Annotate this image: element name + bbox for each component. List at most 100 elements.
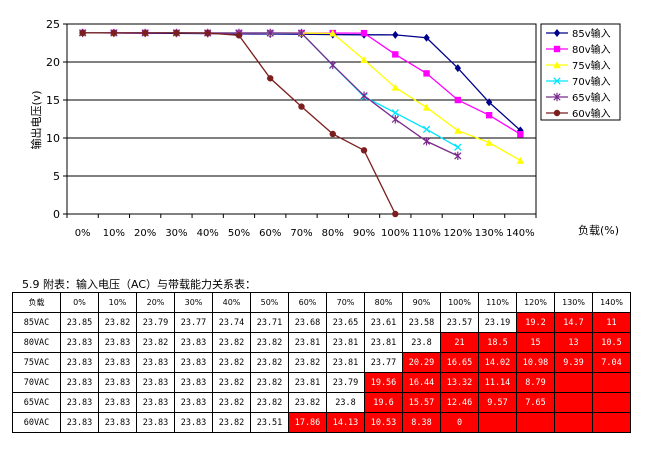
data-point — [173, 29, 180, 37]
x-tick-label: 20% — [134, 228, 156, 239]
legend-marker — [553, 45, 561, 53]
data-point — [360, 56, 368, 63]
table-row: 65VAC 23.83 23.83 23.83 23.83 23.82 23.82 23.82… — [12, 392, 631, 413]
table-cell: 11.14 — [478, 372, 517, 393]
table-cell: 23.65 — [326, 312, 365, 333]
table-cell: 23.83 — [136, 412, 175, 433]
data-point — [329, 29, 337, 37]
table-row: 75VAC 23.83 23.83 23.83 23.83 23.82 23.82 23.82… — [12, 352, 631, 373]
table-cell: 23.83 — [98, 352, 137, 373]
legend-label: 60v输入 — [572, 107, 611, 120]
header-cell: 30% — [174, 292, 213, 313]
table-cell: 23.83 — [60, 412, 99, 433]
table-cell: 15.57 — [402, 392, 441, 413]
series-6 — [79, 29, 399, 218]
table-cell: 23.82 — [212, 392, 251, 413]
table-cell: 23.57 — [440, 312, 479, 333]
table-cell: 14.13 — [326, 412, 365, 433]
table-cell: 23.82 — [98, 312, 137, 333]
table-cell: 23.83 — [174, 372, 213, 393]
table-cell: 23.83 — [98, 412, 137, 433]
table-cell: 23.81 — [326, 352, 365, 373]
header-cell: 20% — [136, 292, 175, 313]
table-row: 60VAC 23.83 23.83 23.83 23.83 23.82 23.51 17.86… — [12, 412, 631, 433]
data-point — [110, 29, 118, 37]
legend-marker — [553, 29, 561, 37]
table-cell: 23.81 — [288, 372, 327, 393]
table-cell: 23.77 — [174, 312, 213, 333]
legend-item: 85v输入 — [546, 27, 611, 40]
table-cell — [554, 412, 593, 433]
table-cell — [592, 412, 631, 433]
data-point — [266, 28, 274, 38]
table-cell: 11 — [592, 312, 631, 333]
table-cell: 23.82 — [212, 332, 251, 353]
data-point — [298, 103, 305, 110]
table-cell: 18.5 — [478, 332, 517, 353]
table-cell: 19.56 — [364, 372, 403, 393]
table-cell: 23.83 — [98, 372, 137, 393]
data-point — [423, 33, 430, 42]
row-label-cell: 75VAC — [12, 352, 61, 373]
table-cell: 23.82 — [288, 352, 327, 373]
header-cell: 40% — [212, 292, 251, 313]
data-point — [391, 83, 399, 91]
table-cell: 23.79 — [326, 372, 365, 393]
x-tick-label: 130% — [475, 228, 504, 239]
data-point — [423, 70, 430, 77]
table-cell: 16.65 — [440, 352, 479, 373]
header-cell: 60% — [288, 292, 327, 313]
table-cell: 19.2 — [516, 312, 555, 333]
table-cell: 19.6 — [364, 392, 403, 413]
load-capacity-table: 负载 0% 10% 20% 30% 40% 50% 60% 70% 80% 90% 100% 110% 1… — [12, 292, 631, 433]
table-cell: 23.82 — [250, 372, 289, 393]
data-point — [267, 75, 274, 82]
legend-marker — [553, 61, 561, 69]
header-cell: 0% — [60, 292, 99, 313]
voltage-load-chart: 0 5 10 15 20 25 0% 10% 20% 30% 40% 50% 60% 70% 80% 90% 1… — [29, 18, 621, 239]
data-point — [422, 125, 431, 133]
data-point — [392, 30, 399, 39]
table-cell: 14.7 — [554, 312, 593, 333]
legend-marker — [553, 77, 561, 85]
table-cell: 9.57 — [478, 392, 517, 413]
table-cell: 23.58 — [402, 312, 441, 333]
x-tick-label: 120% — [444, 228, 473, 239]
data-point — [360, 147, 368, 154]
x-tick-label: 140% — [506, 228, 535, 239]
x-tick-label: 100% — [381, 228, 410, 239]
table-cell: 23.83 — [136, 372, 175, 393]
data-point — [329, 130, 336, 138]
table-cell: 17.86 — [288, 412, 327, 433]
y-tick-label: 0 — [53, 208, 60, 221]
table-cell: 23.82 — [250, 352, 289, 373]
table-row: 85VAC 23.85 23.82 23.79 23.77 23.74 23.71 23.68… — [12, 312, 631, 333]
table-cell: 7.65 — [516, 392, 555, 413]
chart-gridlines — [66, 23, 537, 215]
table-cell: 10.5 — [592, 332, 631, 353]
data-point — [454, 64, 462, 73]
header-cell: 130% — [554, 292, 593, 313]
table-cell: 8.79 — [516, 372, 555, 393]
data-point — [516, 156, 525, 164]
y-tick-label: 15 — [46, 94, 60, 107]
table-cell — [554, 392, 593, 413]
x-tick-label: 90% — [353, 228, 375, 239]
table-cell: 13 — [554, 332, 593, 353]
table-cell: 20.29 — [402, 352, 441, 373]
header-corner-cell: 负载 — [12, 292, 61, 313]
table-cell — [592, 392, 631, 413]
legend-box — [540, 23, 621, 121]
table-cell: 23.77 — [364, 352, 403, 373]
row-label-cell: 80VAC — [12, 332, 61, 353]
table-cell: 23.81 — [326, 332, 365, 353]
table-cell: 23.83 — [98, 392, 137, 413]
table-cell: 23.19 — [478, 312, 517, 333]
table-cell: 8.38 — [402, 412, 441, 433]
table-cell: 23.82 — [288, 392, 327, 413]
y-tick-label: 20 — [46, 56, 60, 69]
x-tick-label: 110% — [412, 228, 441, 239]
y-tick-label: 10 — [46, 132, 60, 145]
data-point — [329, 60, 337, 70]
data-point — [360, 29, 368, 37]
